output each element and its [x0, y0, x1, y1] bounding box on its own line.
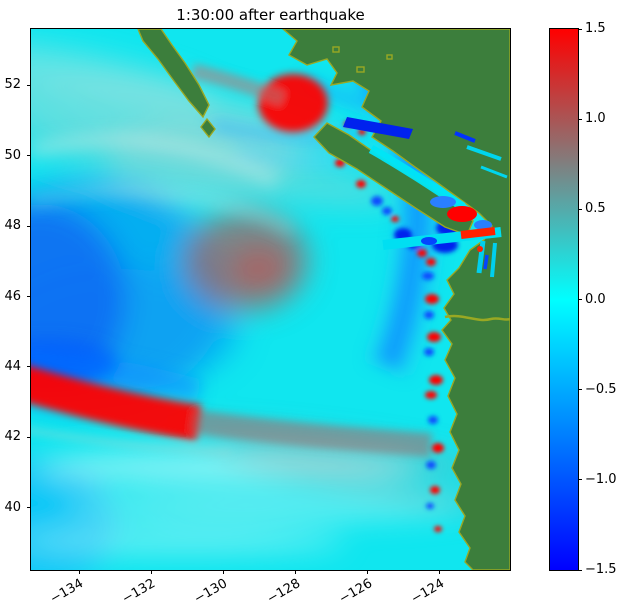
inland-water-layer [343, 117, 510, 322]
tsunami-map-svg [31, 29, 510, 570]
vancouver-island [313, 122, 474, 236]
y-tick [27, 296, 31, 297]
colorbar-tick-label: 1.0 [585, 111, 606, 127]
y-tick-label: 40 [4, 499, 21, 515]
y-tick-label: 46 [4, 288, 21, 304]
y-tick-label: 42 [4, 429, 21, 445]
colorbar-tick [578, 569, 582, 571]
x-tick-label: −124 [408, 576, 447, 607]
colorbar-tick-label: −1.0 [585, 471, 617, 487]
y-tick-label: 44 [4, 358, 21, 374]
colorbar-tick-label: 0.0 [585, 291, 606, 307]
queen-charlotte-red-blob [258, 74, 328, 132]
y-tick-label: 50 [4, 147, 21, 163]
puget-sound [476, 240, 486, 274]
x-tick [439, 570, 441, 574]
y-tick [27, 155, 31, 157]
colorbar-tick [578, 389, 582, 391]
colorbar [549, 28, 579, 571]
x-tick [295, 570, 297, 574]
leading-red-arc [31, 366, 202, 441]
y-tick-label: 48 [4, 218, 21, 234]
x-tick-label: −132 [119, 576, 159, 607]
queen-charlotte-strait [343, 117, 413, 139]
map-plot-area [30, 28, 511, 571]
colorbar-tick-label: 1.5 [585, 21, 606, 36]
y-tick [27, 84, 31, 86]
y-tick [27, 366, 31, 368]
colorbar-tick [578, 299, 582, 300]
x-tick [222, 570, 224, 574]
x-tick-label: −128 [264, 576, 303, 607]
colorbar-tick-label: −0.5 [585, 381, 617, 397]
x-tick [367, 570, 369, 574]
colorbar-tick [578, 118, 582, 120]
x-tick-label: −134 [47, 576, 87, 607]
colorbar-tick-label: −1.5 [585, 562, 617, 577]
y-tick [27, 225, 31, 227]
mainland-landmass [281, 29, 510, 570]
x-tick [150, 570, 152, 574]
haida-gwaii [137, 29, 210, 119]
x-tick [78, 570, 80, 574]
land-layer [137, 29, 510, 570]
columbia-river [444, 314, 510, 322]
x-tick-label: −130 [192, 576, 231, 607]
colorbar-tick [578, 479, 582, 481]
colorbar-tick [578, 28, 582, 30]
colorbar-tick-label: 0.5 [585, 201, 606, 217]
y-tick [27, 507, 31, 509]
y-tick [27, 436, 31, 438]
y-tick-label: 52 [4, 77, 21, 93]
x-tick-label: −126 [336, 576, 375, 607]
positive-wave-layer [31, 63, 432, 457]
colorbar-tick [578, 208, 582, 210]
plot-title: 1:30:00 after earthquake [176, 6, 365, 24]
